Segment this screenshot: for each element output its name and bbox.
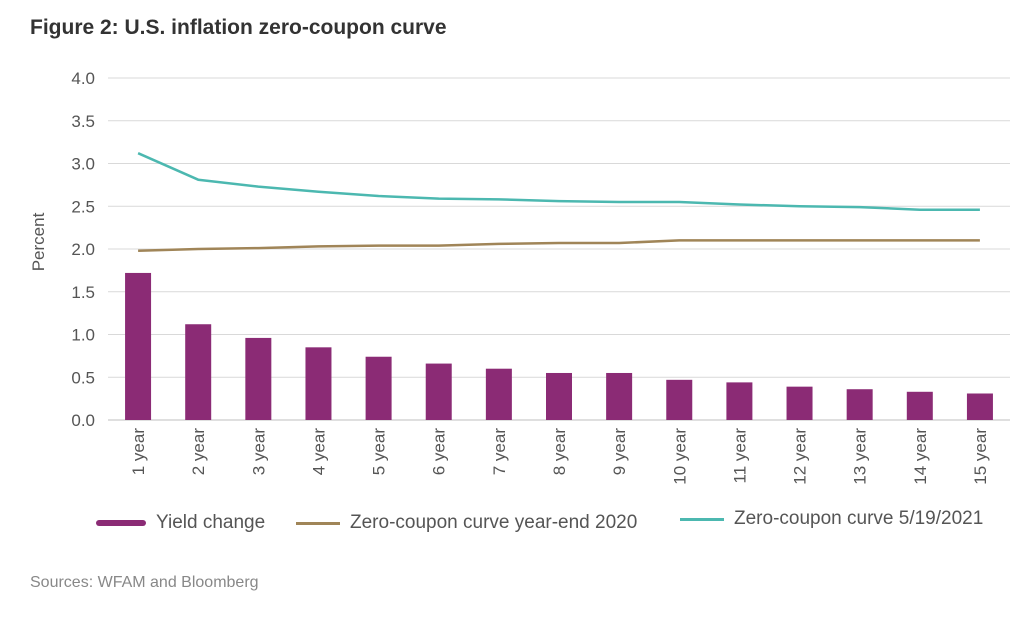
source-note: Sources: WFAM and Bloomberg xyxy=(30,574,259,591)
bar xyxy=(425,363,452,420)
y-tick-label: 0.0 xyxy=(71,411,95,430)
x-tick-label: 15 year xyxy=(971,428,990,485)
y-axis-label: Percent xyxy=(29,212,48,271)
x-tick-label: 10 year xyxy=(670,428,689,485)
x-tick-label: 12 year xyxy=(791,428,810,485)
x-tick-label: 1 year xyxy=(129,428,148,476)
bar xyxy=(906,391,933,420)
bar xyxy=(666,379,693,420)
x-tick-label: 6 year xyxy=(430,428,449,476)
y-tick-label: 3.0 xyxy=(71,155,95,174)
legend-item-curve-2021: Zero-coupon curve 5/19/2021 xyxy=(680,508,983,530)
legend-item-yield-change: Yield change xyxy=(96,512,265,534)
legend-swatch-bar xyxy=(96,520,146,526)
legend-swatch-line-2020 xyxy=(296,521,340,525)
chart-area: 0.0 0.5 1.0 1.5 2.0 2.5 3.0 3.5 4.0 Percent 1 year… xyxy=(29,69,1010,485)
bar xyxy=(485,368,512,420)
y-tick-label: 2.5 xyxy=(71,197,95,216)
chart-title: Figure 2: U.S. inflation zero-coupon cur… xyxy=(30,16,447,39)
bar xyxy=(726,382,753,420)
x-tick-label: 9 year xyxy=(610,428,629,476)
x-tick-label: 5 year xyxy=(370,428,389,476)
legend-label-curve-2021: Zero-coupon curve 5/19/2021 xyxy=(734,508,984,529)
bar xyxy=(365,356,392,420)
bar xyxy=(305,347,332,420)
bar xyxy=(125,272,152,420)
y-tick-label: 1.5 xyxy=(71,283,95,302)
legend-swatch-line-2021 xyxy=(680,517,724,521)
bar xyxy=(606,372,633,420)
bar xyxy=(185,324,212,420)
x-tick-label: 2 year xyxy=(189,428,208,476)
x-tick-label: 14 year xyxy=(911,428,930,485)
y-tick-label: 0.5 xyxy=(71,368,95,387)
bar xyxy=(546,372,572,420)
x-tick-label: 4 year xyxy=(309,428,328,476)
y-tick-label: 3.5 xyxy=(71,112,95,131)
bar xyxy=(846,389,873,420)
x-tick-label: 7 year xyxy=(490,428,509,476)
x-tick-label: 13 year xyxy=(851,428,870,485)
y-tick-label: 2.0 xyxy=(71,240,95,259)
x-tick-label: 11 year xyxy=(730,428,749,484)
legend-label-curve-2020: Zero-coupon curve year-end 2020 xyxy=(350,512,638,533)
legend: Yield change Zero-coupon curve year-end … xyxy=(0,508,1034,542)
bar xyxy=(245,337,272,420)
x-tick-label: 8 year xyxy=(550,428,569,476)
x-tick-label: 3 year xyxy=(249,428,268,476)
legend-label-yield-change: Yield change xyxy=(156,512,266,533)
bar xyxy=(966,393,993,420)
y-tick-label: 4.0 xyxy=(71,69,95,88)
bar xyxy=(786,386,813,420)
legend-item-curve-2020: Zero-coupon curve year-end 2020 xyxy=(296,512,637,534)
series-line-2021 xyxy=(137,152,980,211)
series-line-2020 xyxy=(138,239,980,252)
y-tick-label: 1.0 xyxy=(71,326,95,345)
